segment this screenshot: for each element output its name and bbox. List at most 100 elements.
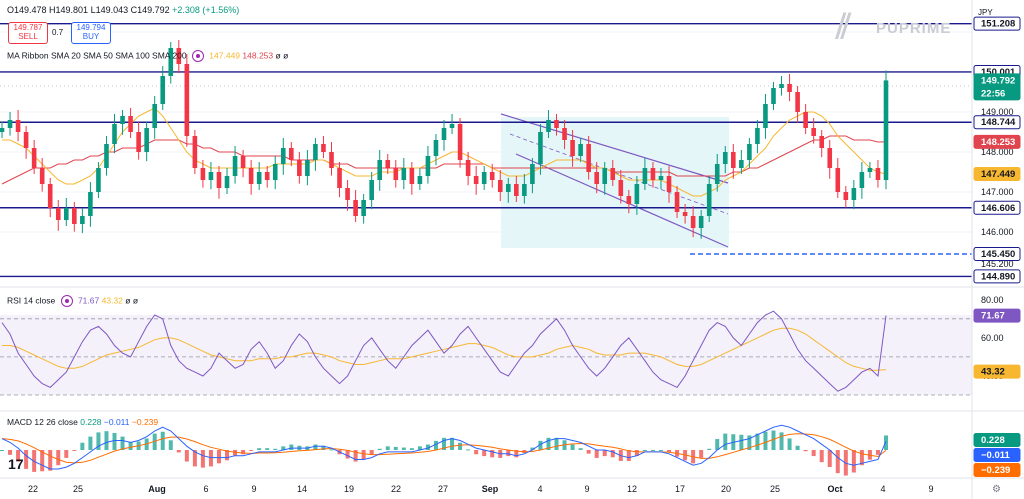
macd-histogram-bar bbox=[626, 450, 631, 461]
candle-body bbox=[883, 80, 889, 180]
candle-body bbox=[875, 168, 881, 180]
time-tick-label: 9 bbox=[928, 484, 933, 494]
time-tick-label: 17 bbox=[675, 484, 685, 494]
macd-pane bbox=[0, 424, 888, 476]
buy-button[interactable]: 149.794 BUY bbox=[71, 22, 111, 44]
candle-body bbox=[731, 152, 736, 168]
candle-body bbox=[859, 172, 865, 188]
candle-body bbox=[819, 136, 825, 148]
candle-body bbox=[594, 172, 599, 184]
price-tick-label: 147.000 bbox=[981, 187, 1014, 197]
macd-histogram-bar bbox=[104, 431, 109, 450]
rsi-legend-value-2: 43.32 bbox=[101, 295, 123, 306]
price-tick-label: 148.000 bbox=[981, 147, 1014, 157]
candle-body bbox=[240, 156, 246, 168]
macd-histogram-bar bbox=[787, 438, 792, 450]
candle-body bbox=[417, 176, 423, 184]
macd-histogram-bar bbox=[835, 450, 840, 474]
eye-icon[interactable] bbox=[60, 295, 73, 307]
candle-body bbox=[128, 116, 133, 132]
candle-body bbox=[401, 168, 407, 180]
brand-logo: ⫽ PUPRIME bbox=[836, 10, 956, 44]
macd-histogram-bar bbox=[120, 436, 125, 450]
rsi-badge bbox=[973, 308, 1021, 323]
brand-mark-icon: ⫽ bbox=[836, 7, 852, 47]
macd-hist-badge-text: 0.228 bbox=[981, 435, 1005, 446]
macd-legend[interactable]: MACD 12 26 close 0.228 −0.011 −0.239 bbox=[7, 417, 158, 427]
macd-histogram-bar bbox=[361, 450, 366, 460]
candle-body bbox=[497, 180, 503, 192]
macd-histogram-bar bbox=[538, 440, 543, 450]
rsi-legend-value-3: ø bbox=[125, 295, 131, 306]
macd-histogram-bar bbox=[72, 450, 77, 451]
tradingview-logo-icon[interactable]: 17 bbox=[8, 456, 24, 472]
level-badge-text: 144.890 bbox=[981, 271, 1015, 282]
level-badge-text: 151.208 bbox=[981, 19, 1015, 30]
macd-histogram-bar bbox=[216, 450, 221, 464]
candle-body bbox=[530, 164, 535, 184]
macd-badge-text: −0.011 bbox=[981, 450, 1011, 461]
candle-body bbox=[698, 216, 704, 228]
time-tick-label: 25 bbox=[73, 484, 83, 494]
time-tick-label: 22 bbox=[28, 484, 38, 494]
candle-body bbox=[554, 120, 559, 128]
currency-label[interactable]: JPY bbox=[978, 8, 993, 17]
candle-body bbox=[297, 160, 302, 176]
macd-histogram-bar bbox=[385, 446, 390, 450]
candle-body bbox=[489, 172, 495, 180]
price-tick-label: 146.000 bbox=[981, 227, 1014, 237]
eye-icon[interactable] bbox=[191, 50, 204, 62]
candle-body bbox=[505, 184, 511, 192]
time-tick-label: Aug bbox=[148, 484, 166, 494]
sell-button[interactable]: 149.787 SELL bbox=[8, 22, 48, 44]
candle-body bbox=[72, 208, 77, 224]
candle-body bbox=[851, 188, 857, 200]
macd-legend-value-1: 0.228 bbox=[80, 417, 102, 427]
candle-body bbox=[473, 176, 479, 184]
macd-histogram-bar bbox=[345, 450, 350, 459]
macd-histogram-bar bbox=[474, 450, 479, 455]
candle-body bbox=[658, 176, 664, 180]
macd-histogram-bar bbox=[313, 444, 318, 450]
macd-legend-value-2: −0.011 bbox=[103, 417, 130, 427]
brand-wordmark: PUPRIME bbox=[876, 20, 952, 37]
settings-gear-icon[interactable]: ⚙ bbox=[992, 484, 1001, 495]
candle-body bbox=[321, 144, 326, 152]
candle-body bbox=[409, 168, 415, 184]
ma-legend[interactable]: MA Ribbon SMA 20 SMA 50 SMA 100 SMA 200 … bbox=[7, 50, 288, 62]
macd-histogram-bar bbox=[650, 450, 655, 451]
rsi-legend[interactable]: RSI 14 close 71.67 43.32 ø ø bbox=[7, 295, 138, 307]
candle-body bbox=[867, 168, 873, 172]
macd-histogram-bar bbox=[851, 450, 856, 473]
macd-histogram-bar bbox=[723, 433, 728, 450]
candle-body bbox=[771, 88, 776, 104]
macd-histogram-bar bbox=[24, 450, 29, 469]
macd-histogram-bar bbox=[667, 450, 672, 453]
candle-body bbox=[104, 144, 109, 168]
candle-body bbox=[200, 168, 206, 180]
candle-body bbox=[618, 180, 624, 196]
candle-body bbox=[449, 124, 455, 128]
candle-body bbox=[15, 120, 21, 132]
macd-histogram-bar bbox=[586, 450, 591, 454]
candle-body bbox=[337, 168, 342, 188]
macd-histogram-bar bbox=[755, 433, 760, 450]
candle-body bbox=[634, 184, 640, 204]
candle-body bbox=[63, 208, 69, 220]
macd-histogram-bar bbox=[64, 450, 69, 458]
rsi-ma-line bbox=[2, 327, 887, 371]
macd-histogram-bar bbox=[176, 450, 181, 453]
rsi-badge-text: 71.67 bbox=[981, 311, 1005, 322]
macd-histogram-bar bbox=[353, 450, 358, 462]
macd-histogram-bar bbox=[699, 450, 704, 458]
macd-histogram-bar bbox=[884, 435, 888, 450]
time-tick-label: 20 bbox=[721, 484, 731, 494]
candle-body bbox=[345, 188, 350, 200]
candle-body bbox=[586, 144, 591, 172]
price-tick-label: 145.200 bbox=[981, 259, 1014, 269]
time-axis[interactable]: 22 25 Aug 6 9 14 19 22 27 Sep 4 9 12 17 20 25 Oct 4 9 bbox=[28, 484, 934, 494]
sma50-badge bbox=[973, 134, 1021, 149]
macd-histogram-bar bbox=[200, 450, 205, 468]
